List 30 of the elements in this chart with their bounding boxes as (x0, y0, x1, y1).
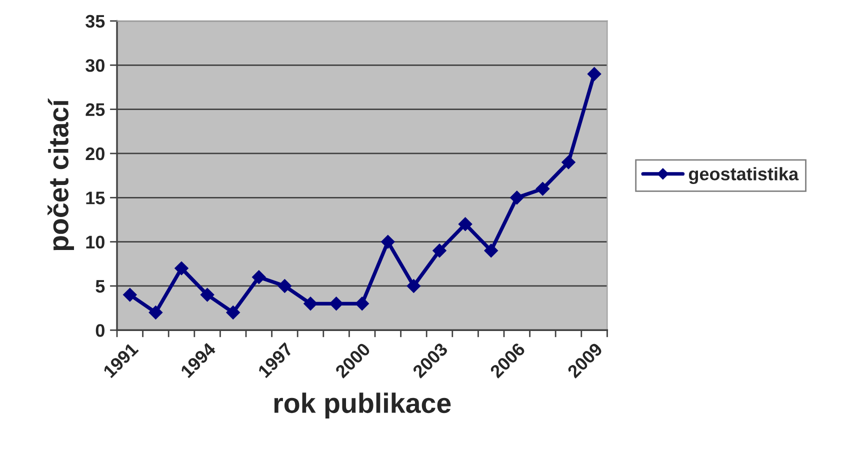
point (122, 288, 137, 302)
x-axis-title: rok publikace (274, 392, 451, 419)
point (200, 288, 214, 302)
point (329, 296, 344, 311)
point (484, 244, 498, 258)
y-tick-label: 0 (96, 324, 104, 337)
point (536, 182, 550, 196)
y-tick-label: 30 (86, 59, 104, 72)
point (252, 270, 266, 284)
point (406, 279, 421, 293)
point (278, 279, 292, 293)
point (510, 190, 524, 205)
y-tick-label: 25 (86, 103, 105, 116)
y-tick-label: 20 (86, 147, 104, 160)
point (148, 306, 163, 320)
point (226, 306, 240, 320)
point (380, 234, 395, 249)
y-tick-label: 15 (86, 192, 105, 204)
legend-label: geostatistika (688, 167, 799, 184)
y-axis-title: počet citací (48, 98, 74, 250)
y-tick-label: 35 (86, 14, 105, 28)
point (174, 261, 188, 276)
point (587, 67, 602, 81)
y-tick-label: 5 (96, 280, 105, 293)
point (304, 296, 318, 311)
point (432, 244, 446, 258)
point (562, 155, 576, 170)
point (458, 217, 472, 232)
point (355, 296, 369, 311)
y-tick-label: 10 (86, 236, 104, 249)
